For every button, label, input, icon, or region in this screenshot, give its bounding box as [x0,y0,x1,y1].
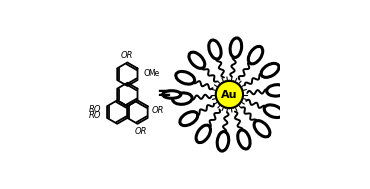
Text: RO: RO [89,105,102,114]
Ellipse shape [163,91,181,98]
Ellipse shape [217,132,229,151]
Ellipse shape [176,71,195,84]
Text: RO: RO [89,111,102,119]
Ellipse shape [209,40,221,59]
Text: OR: OR [152,106,165,115]
Ellipse shape [189,52,205,68]
Ellipse shape [248,46,263,64]
Ellipse shape [254,121,270,137]
Ellipse shape [196,125,211,143]
Ellipse shape [230,38,242,57]
Circle shape [216,81,243,108]
Ellipse shape [261,63,279,77]
Text: =: = [156,85,171,104]
Text: OR: OR [121,51,134,60]
Text: OR: OR [135,127,148,136]
Text: O: O [144,69,151,77]
Ellipse shape [267,85,286,96]
Text: Me: Me [148,69,159,77]
Ellipse shape [264,105,283,118]
Ellipse shape [180,112,198,126]
Ellipse shape [238,130,250,149]
Text: Au: Au [221,90,238,99]
Ellipse shape [172,93,192,104]
